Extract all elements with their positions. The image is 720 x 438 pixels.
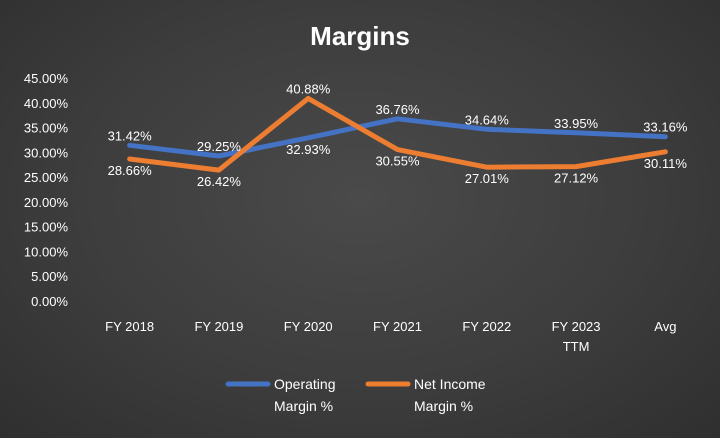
data-label: 33.16%	[643, 120, 688, 135]
legend-label: Margin %	[274, 398, 333, 414]
y-tick-label: 5.00%	[31, 269, 68, 284]
y-tick-label: 45.00%	[24, 71, 69, 86]
x-tick-label: FY 2023	[552, 319, 601, 334]
legend-label: Net Income	[414, 376, 486, 392]
y-tick-label: 35.00%	[24, 121, 69, 136]
series-lines	[127, 95, 668, 173]
data-label: 30.11%	[644, 156, 688, 171]
series-line-operating-margin	[127, 116, 668, 159]
x-tick-label: TTM	[563, 339, 590, 354]
y-tick-label: 20.00%	[24, 195, 69, 210]
legend: Operating Margin % Net Income Margin %	[225, 376, 486, 414]
data-label: 33.95%	[554, 116, 599, 131]
y-tick-label: 10.00%	[24, 244, 69, 259]
y-tick-label: 0.00%	[31, 294, 68, 309]
x-axis: FY 2018 FY 2019 FY 2020 FY 2021 FY 2022 FY 20…	[105, 319, 676, 354]
data-label: 40.88%	[286, 81, 331, 96]
legend-label: Margin %	[414, 398, 473, 414]
chart-title: Margins	[310, 21, 410, 51]
y-axis: 0.00% 5.00% 10.00% 15.00% 20.00% 25.00% 30.00%…	[24, 71, 69, 309]
y-tick-label: 15.00%	[24, 220, 69, 235]
data-label: 32.93%	[286, 142, 331, 157]
y-tick-label: 25.00%	[24, 170, 69, 185]
series-line-net-income-margin	[127, 95, 668, 173]
x-tick-label: Avg	[654, 319, 676, 334]
data-label: 27.12%	[554, 171, 599, 186]
legend-label: Operating	[274, 376, 335, 392]
y-tick-label: 30.00%	[24, 145, 69, 160]
data-label: 28.66%	[108, 163, 153, 178]
x-tick-label: FY 2020	[284, 319, 333, 334]
data-label: 27.01%	[465, 171, 510, 186]
x-tick-label: FY 2022	[462, 319, 511, 334]
y-tick-label: 40.00%	[24, 96, 69, 111]
data-label: 34.64%	[465, 112, 510, 127]
data-label: 29.25%	[197, 139, 242, 154]
data-label: 36.76%	[375, 102, 420, 117]
data-label: 26.42%	[197, 174, 242, 189]
data-label: 31.42%	[108, 128, 153, 143]
x-tick-label: FY 2019	[194, 319, 243, 334]
x-tick-label: FY 2021	[373, 319, 422, 334]
data-label: 30.55%	[375, 154, 420, 169]
x-tick-label: FY 2018	[105, 319, 154, 334]
data-labels: 31.42% 29.25% 32.93% 36.76% 34.64% 33.95% 33.1…	[108, 81, 688, 189]
